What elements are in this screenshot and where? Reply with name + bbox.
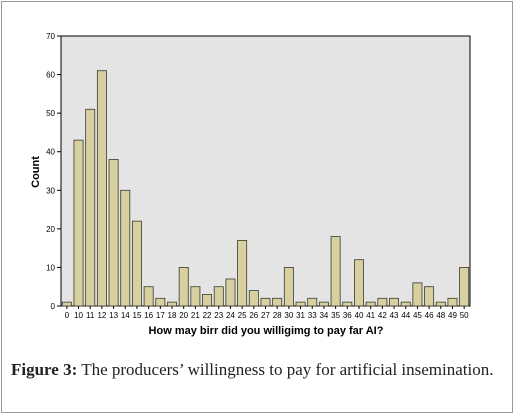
bar-13 — [108, 159, 119, 307]
x-tick-label-42: 42 — [378, 311, 387, 320]
bar-12 — [96, 70, 107, 307]
bar-49 — [447, 297, 458, 307]
bar-24 — [225, 278, 236, 307]
x-axis-title: How may birr did you willigimg to pay fa… — [149, 325, 384, 337]
bar-25 — [237, 240, 248, 307]
y-axis-title: Count — [30, 156, 42, 188]
bar-34 — [318, 301, 329, 307]
bar-45 — [412, 282, 423, 307]
y-tick-label: 10 — [46, 263, 55, 272]
x-tick-label-21: 21 — [191, 311, 200, 320]
bar-44 — [400, 301, 411, 307]
bar-35 — [330, 236, 341, 307]
x-tick-label-17: 17 — [156, 311, 165, 320]
bar-42 — [377, 297, 388, 307]
x-tick-label-46: 46 — [425, 311, 434, 320]
y-tick-label: 40 — [46, 148, 55, 157]
y-tick-label: 30 — [46, 186, 55, 195]
y-tick-label: 50 — [46, 109, 55, 118]
x-tick-label-14: 14 — [121, 311, 130, 320]
bar-50 — [459, 267, 470, 307]
y-tick-label: 70 — [46, 32, 55, 41]
bar-23 — [213, 286, 224, 307]
x-tick-label-10: 10 — [74, 311, 83, 320]
x-tick-label-18: 18 — [168, 311, 177, 320]
x-tick-label-24: 24 — [226, 311, 235, 320]
x-tick-label-22: 22 — [203, 311, 212, 320]
y-axis: 0 10 20 30 40 50 60 70 — [46, 32, 61, 311]
y-tick-label: 60 — [46, 71, 55, 80]
x-tick-label-15: 15 — [133, 311, 142, 320]
bar-21 — [190, 286, 201, 307]
bar-17 — [155, 297, 166, 307]
x-tick-label-34: 34 — [319, 311, 328, 320]
x-tick-label-49: 49 — [448, 311, 457, 320]
y-tick-label: 20 — [46, 225, 55, 234]
x-axis: 0 10 11 12 13 14 15 16 17 18 20 21 22 23 24 25 26 27 28 30 3… — [65, 306, 469, 320]
x-tick-label-31: 31 — [296, 311, 305, 320]
bar-11 — [85, 108, 96, 307]
x-tick-label-44: 44 — [401, 311, 410, 320]
x-tick-label-36: 36 — [343, 311, 352, 320]
x-tick-label-35: 35 — [331, 311, 340, 320]
bar-31 — [295, 301, 306, 307]
x-tick-label-48: 48 — [436, 311, 445, 320]
bar-33 — [307, 297, 318, 307]
bar-46 — [424, 286, 435, 307]
bar-15 — [131, 220, 142, 307]
figure-caption: Figure 3: The producers’ willingness to … — [11, 358, 501, 382]
x-tick-label-41: 41 — [366, 311, 375, 320]
bar-14 — [120, 189, 131, 307]
bar-36 — [342, 301, 353, 307]
x-tick-label-27: 27 — [261, 311, 270, 320]
bar-16 — [143, 286, 154, 307]
caption-text: The producers’ willingness to pay for ar… — [77, 360, 494, 379]
x-tick-label-12: 12 — [97, 311, 106, 320]
x-tick-label-26: 26 — [249, 311, 258, 320]
y-tick-label: 0 — [51, 302, 56, 311]
bar-41 — [365, 301, 376, 307]
x-tick-label-45: 45 — [413, 311, 422, 320]
bar-40 — [354, 259, 364, 307]
x-tick-label-40: 40 — [355, 311, 364, 320]
x-tick-label-16: 16 — [144, 311, 153, 320]
x-tick-label-25: 25 — [238, 311, 247, 320]
bar-27 — [260, 297, 271, 307]
x-tick-label-50: 50 — [460, 311, 469, 320]
bar-10 — [73, 139, 84, 307]
bar-43 — [389, 297, 400, 307]
x-tick-label-20: 20 — [179, 311, 188, 320]
bar-18 — [167, 301, 177, 307]
bar-20 — [178, 267, 189, 307]
bar-28 — [272, 297, 283, 307]
bar-48 — [435, 301, 446, 307]
bar-26 — [248, 290, 259, 307]
x-tick-label-30: 30 — [284, 311, 293, 320]
bar-22 — [202, 294, 213, 307]
caption-label: Figure 3: — [11, 360, 78, 379]
x-tick-label-11: 11 — [86, 311, 95, 320]
x-tick-label-28: 28 — [273, 311, 282, 320]
x-tick-label-43: 43 — [390, 311, 399, 320]
x-tick-label-33: 33 — [308, 311, 317, 320]
x-tick-label-13: 13 — [109, 311, 118, 320]
x-tick-label-23: 23 — [214, 311, 223, 320]
bar-30 — [283, 267, 294, 307]
bar-0 — [61, 301, 72, 307]
x-tick-label-0: 0 — [65, 311, 70, 320]
